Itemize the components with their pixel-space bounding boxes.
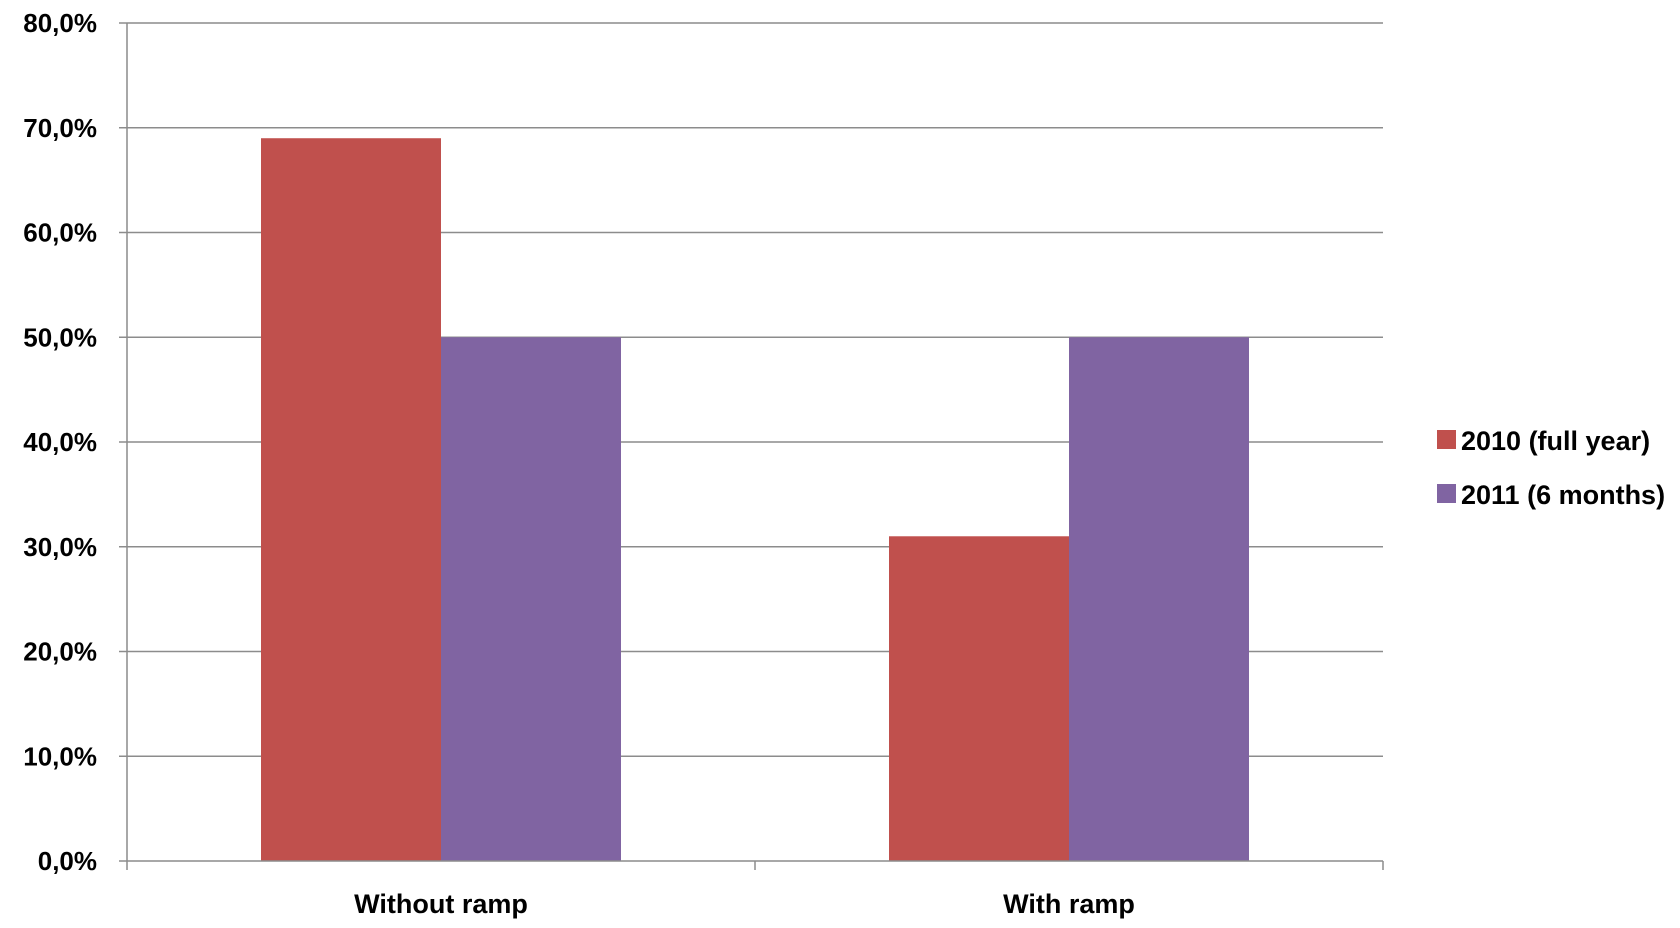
y-tick-label: 70,0% <box>23 113 97 143</box>
legend-swatch <box>1437 484 1456 503</box>
legend-label: 2010 (full year) <box>1461 426 1650 456</box>
x-category-label: With ramp <box>1003 889 1135 919</box>
bar-series-1-without-ramp <box>261 138 441 862</box>
x-category-label: Without ramp <box>354 889 528 919</box>
y-tick-label: 30,0% <box>23 532 97 562</box>
legend-swatch <box>1437 430 1456 449</box>
bar-series-1-with-ramp <box>889 536 1069 861</box>
bar-series-2-with-ramp <box>1069 337 1249 861</box>
y-tick-label: 10,0% <box>23 741 97 771</box>
y-tick-label: 0,0% <box>38 846 97 876</box>
legend-label: 2011 (6 months) <box>1461 480 1665 510</box>
axes <box>119 22 1384 870</box>
legend: 2010 (full year) 2011 (6 months) <box>1437 426 1665 510</box>
bar-series-2-without-ramp <box>441 337 621 861</box>
y-tick-label: 40,0% <box>23 427 97 457</box>
x-category-labels: Without ramp With ramp <box>354 889 1135 919</box>
y-tick-label: 80,0% <box>23 8 97 38</box>
y-tick-label: 50,0% <box>23 322 97 352</box>
y-tick-label: 20,0% <box>23 637 97 667</box>
y-tick-label: 60,0% <box>23 218 97 248</box>
y-tick-labels: 0,0% 10,0% 20,0% 30,0% 40,0% 50,0% 60,0% 70,0% 8… <box>23 8 97 876</box>
bars <box>261 138 1249 862</box>
